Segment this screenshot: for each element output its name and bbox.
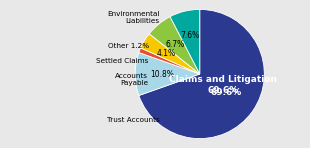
Text: 6.7%: 6.7% [166, 40, 185, 49]
Wedge shape [170, 9, 200, 74]
Text: Settled Claims: Settled Claims [96, 58, 148, 64]
Text: 4.1%: 4.1% [157, 49, 176, 58]
Text: 7.6%: 7.6% [181, 31, 200, 40]
Text: Claims and Litigation: Claims and Litigation [169, 75, 277, 84]
Text: 69.6%: 69.6% [208, 86, 239, 95]
Text: Environmental
Liabilities: Environmental Liabilities [107, 11, 160, 24]
Wedge shape [141, 34, 200, 74]
Text: 69.6%: 69.6% [210, 88, 242, 97]
Text: Accounts
Payable: Accounts Payable [115, 73, 148, 86]
Wedge shape [149, 17, 200, 74]
Text: Trust Accounts: Trust Accounts [107, 118, 160, 123]
Wedge shape [135, 53, 200, 95]
Text: 10.8%: 10.8% [150, 70, 174, 78]
Text: Other 1.2%: Other 1.2% [108, 43, 149, 49]
Wedge shape [139, 48, 200, 74]
Wedge shape [139, 9, 264, 139]
